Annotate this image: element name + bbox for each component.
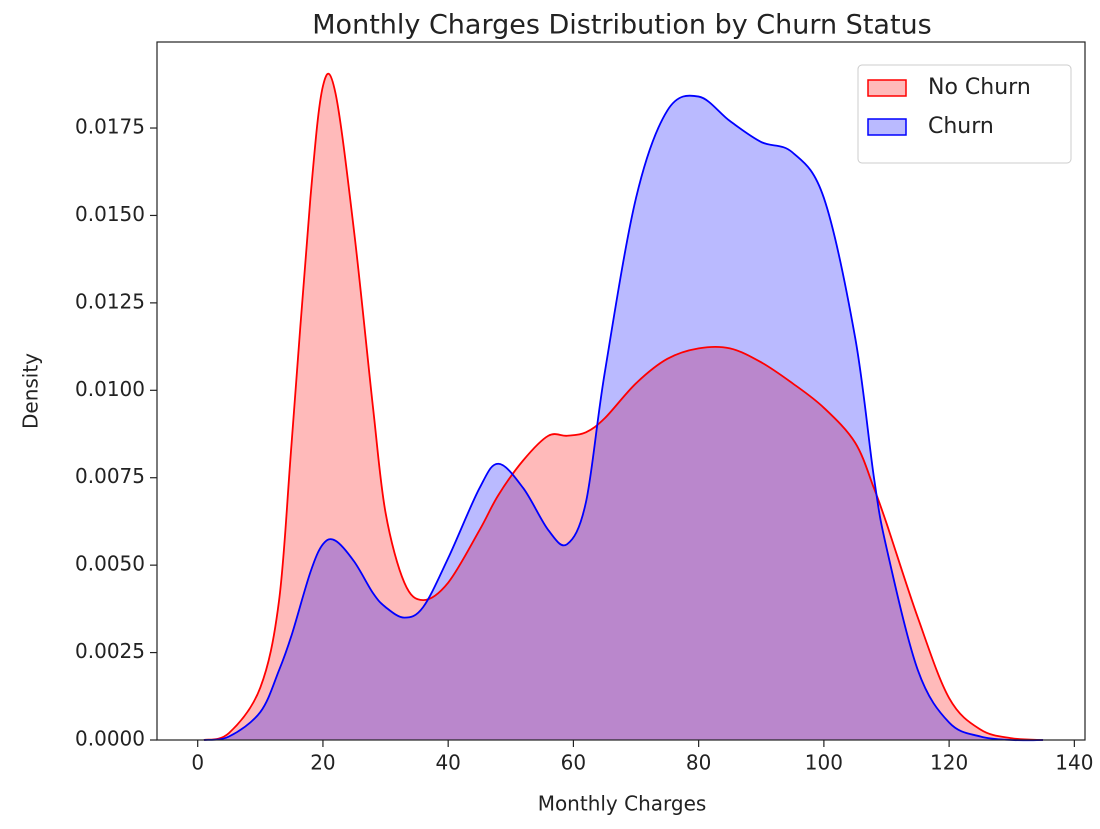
- x-axis-label: Monthly Charges: [538, 792, 707, 816]
- density-line: [203, 72, 1044, 741]
- density-fill: [203, 95, 1044, 741]
- legend-box: [857, 64, 1072, 164]
- density-line: [203, 94, 1044, 742]
- y-tick-label: 0.0125: [75, 289, 145, 313]
- x-tick-label: 40: [435, 751, 460, 775]
- y-tick-label: 0.0175: [75, 115, 145, 139]
- y-tick-label: 0.0100: [75, 377, 145, 401]
- x-tick-label: 0: [191, 751, 204, 775]
- y-axis-label: Density: [19, 353, 43, 429]
- x-tick-label: 140: [1055, 751, 1093, 775]
- y-tick-label: 0.0075: [75, 464, 145, 488]
- x-tick-label: 120: [930, 751, 968, 775]
- x-tick-label: 100: [805, 751, 843, 775]
- x-tick-label: 60: [561, 751, 586, 775]
- plot-frame: [156, 41, 1086, 741]
- legend-label: No Churn: [928, 75, 1031, 100]
- density-fill: [203, 73, 1044, 741]
- legend-label: Churn: [928, 114, 994, 139]
- y-tick-label: 0.0050: [75, 552, 145, 576]
- x-tick-label: 20: [310, 751, 335, 775]
- legend-swatch: [867, 118, 907, 136]
- chart-title: Monthly Charges Distribution by Churn St…: [312, 10, 931, 41]
- y-tick-label: 0.0025: [75, 639, 145, 663]
- y-tick-label: 0.0000: [75, 727, 145, 751]
- legend-swatch: [867, 79, 907, 97]
- x-tick-label: 80: [686, 751, 711, 775]
- y-tick-label: 0.0150: [75, 202, 145, 226]
